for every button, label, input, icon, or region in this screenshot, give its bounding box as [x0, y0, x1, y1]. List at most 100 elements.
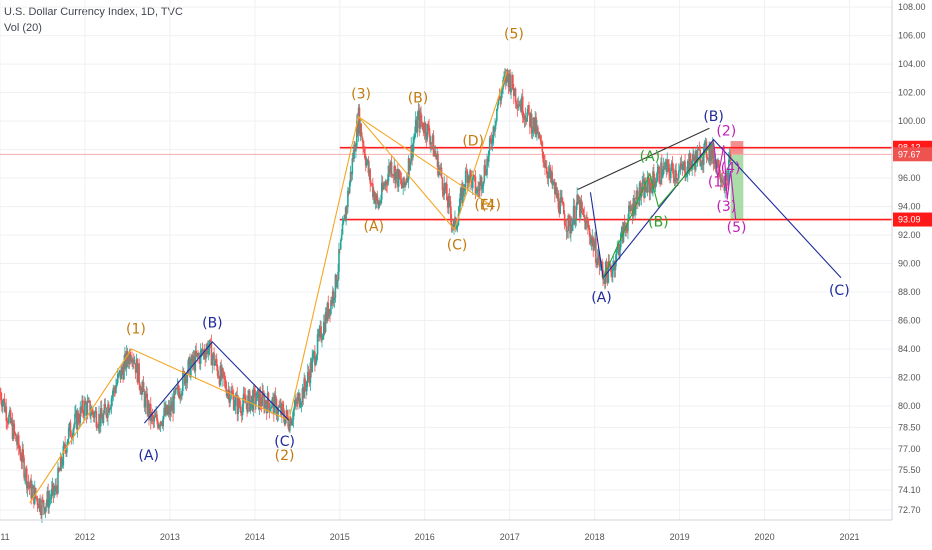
candle-body: [199, 355, 201, 364]
candle-body: [633, 197, 636, 215]
time-axis[interactable]: 2011 2012 2013 2014 2015 2016 2017 2018 2019 2020…: [0, 519, 892, 542]
candle-body: [612, 268, 614, 277]
wave-line: [577, 127, 710, 190]
price-axis[interactable]: 108.00106.00104.00102.00100.0098.0096.00…: [891, 0, 932, 520]
candle-body: [474, 176, 477, 194]
candle-body: [299, 405, 302, 408]
wave-label: (A): [591, 290, 612, 306]
candle-body: [31, 488, 33, 499]
candle-body: [45, 502, 48, 507]
candle-body: [274, 395, 277, 399]
candle-body: [10, 420, 13, 424]
candle-body: [165, 405, 167, 415]
candle-body: [536, 127, 538, 135]
wave-label: (C): [829, 283, 850, 299]
candle-body: [152, 417, 155, 422]
candle-body: [6, 420, 8, 422]
candle-body: [214, 363, 216, 366]
candle-body: [586, 218, 588, 222]
candle-body: [591, 237, 594, 240]
wave-label: (B): [408, 91, 429, 107]
candle-body: [488, 150, 490, 162]
candle-body: [652, 171, 654, 193]
candle-body: [141, 382, 144, 388]
candle-body: [315, 354, 318, 362]
candle-body: [531, 130, 534, 134]
candle-body: [460, 187, 462, 194]
candle-body: [356, 121, 358, 147]
candle-body: [5, 406, 8, 421]
candle-body: [116, 382, 118, 386]
candle-body: [154, 416, 157, 418]
time-tick-label: 2011: [0, 532, 10, 542]
candle-body: [552, 183, 554, 185]
candle-body: [23, 457, 25, 478]
candle-body: [306, 381, 308, 392]
candle-body: [471, 175, 474, 188]
wave-line: [589, 138, 842, 280]
candle-body: [432, 135, 435, 157]
candle-body: [187, 360, 190, 374]
candle-body: [492, 126, 495, 143]
candle-body: [553, 182, 555, 184]
candle-body: [80, 407, 82, 411]
candle-body: [415, 119, 418, 133]
candle-body: [468, 176, 470, 183]
candle-body: [496, 104, 499, 109]
candle-body: [400, 179, 403, 186]
candle-body: [234, 396, 237, 407]
candle-body: [709, 146, 711, 161]
candle-body: [588, 228, 591, 237]
candle-body: [122, 370, 124, 380]
candle-body: [302, 388, 305, 399]
candle-body: [674, 170, 677, 182]
candle-body: [85, 404, 88, 416]
candle-body: [323, 321, 326, 333]
candle-body: [222, 368, 224, 372]
candle-body: [346, 206, 348, 208]
candle-body: [230, 391, 232, 399]
candle-body: [254, 389, 256, 405]
volume-label: Vol (20): [4, 22, 42, 34]
candle-body: [309, 362, 312, 384]
candle-body: [289, 417, 291, 431]
candle-body: [341, 223, 344, 235]
candle-body: [539, 136, 542, 142]
candle-body: [70, 436, 73, 438]
wave-label: (5): [727, 220, 747, 236]
candle-body: [339, 240, 342, 250]
time-tick-label: 2014: [245, 532, 265, 542]
candle-body: [149, 404, 151, 418]
candle-body: [414, 119, 417, 134]
candle-body: [88, 400, 90, 402]
candle-body: [525, 119, 528, 122]
candle-body: [108, 408, 111, 413]
candle-body: [561, 197, 563, 203]
candle-body: [146, 393, 148, 415]
candle-body: [418, 110, 421, 129]
candle-body: [391, 174, 394, 176]
candle-body: [521, 96, 523, 112]
candle-body: [313, 351, 315, 354]
time-tick-label: 2018: [585, 532, 605, 542]
candle-body: [680, 163, 683, 167]
price-tick-label: 104.00: [898, 59, 926, 69]
candle-body: [135, 359, 138, 373]
wave-label: (2): [716, 123, 736, 139]
candle-body: [411, 145, 413, 158]
candle-body: [224, 379, 227, 390]
candle-body: [17, 435, 20, 449]
candle-body: [408, 158, 411, 171]
candle-body: [207, 348, 210, 355]
candle-body: [660, 162, 662, 184]
candle-body: [416, 116, 419, 133]
candle-body: [331, 291, 334, 304]
candle-body: [67, 427, 70, 440]
time-tick-label: 2016: [415, 532, 435, 542]
candle-body: [197, 352, 199, 356]
candle-body: [301, 388, 304, 403]
candle-body: [108, 404, 110, 413]
candle-body: [643, 179, 645, 198]
candle-body: [353, 144, 355, 160]
